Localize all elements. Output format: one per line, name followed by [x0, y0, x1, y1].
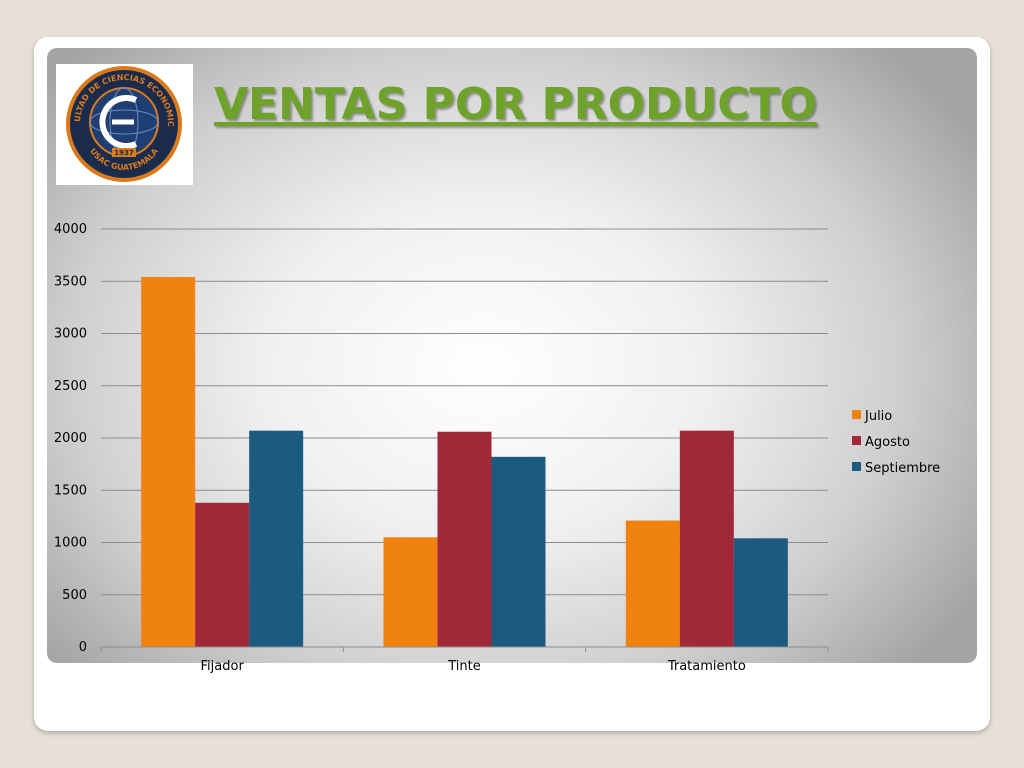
y-axis-tick-labels: 0 500 1000 1500 2000 2500 3000 3500 4000: [54, 222, 87, 655]
legend-swatch-septiembre: [852, 462, 861, 471]
bar-julio-fijador: [141, 277, 196, 647]
legend-label: Julio: [864, 409, 892, 424]
y-tick-label: 3000: [54, 327, 87, 342]
seal-year: 1937: [114, 149, 134, 157]
bar-septiembre-tinte: [491, 456, 546, 647]
seal-year-plate: [112, 148, 136, 157]
y-tick-label: 0: [79, 640, 87, 655]
x-axis-category-labels: Fijador Tinte Tratamiento: [201, 659, 746, 674]
legend-swatch-julio: [852, 410, 861, 419]
y-tick-label: 3500: [54, 274, 87, 289]
bar-agosto-tinte: [437, 431, 492, 647]
bar-septiembre-tratamiento: [733, 538, 788, 647]
faculty-logo: FACULTAD DE CIENCIAS ECONOMICAS USAC GUA…: [53, 57, 193, 185]
slide-title: VENTAS POR PRODUCTO: [214, 79, 817, 130]
x-category-label: Fijador: [201, 659, 245, 674]
y-tick-label: 2000: [54, 431, 87, 446]
university-seal-icon: FACULTAD DE CIENCIAS ECONOMICAS USAC GUA…: [53, 57, 182, 182]
y-tick-label: 1500: [54, 483, 87, 498]
bar-agosto-fijador: [195, 502, 250, 647]
chart-legend: Julio Agosto Septiembre: [852, 409, 940, 476]
y-tick-label: 500: [62, 588, 87, 603]
x-category-label: Tratamiento: [667, 659, 746, 674]
x-axis: [100, 646, 829, 652]
bar-julio-tratamiento: [625, 520, 680, 647]
seal-letter-e: [99, 95, 138, 149]
legend-swatch-agosto: [852, 436, 861, 445]
legend-label: Agosto: [865, 435, 910, 450]
bar-agosto-tratamiento: [679, 430, 734, 647]
y-tick-label: 1000: [54, 536, 87, 551]
y-tick-label: 2500: [54, 379, 87, 394]
y-tick-label: 4000: [54, 222, 87, 237]
bar-julio-tinte: [383, 537, 438, 647]
chart-bars: [141, 277, 788, 647]
x-category-label: Tinte: [447, 659, 481, 674]
seal-globe-line: [89, 109, 159, 135]
legend-label: Septiembre: [865, 461, 940, 476]
bar-septiembre-fijador: [249, 430, 304, 647]
